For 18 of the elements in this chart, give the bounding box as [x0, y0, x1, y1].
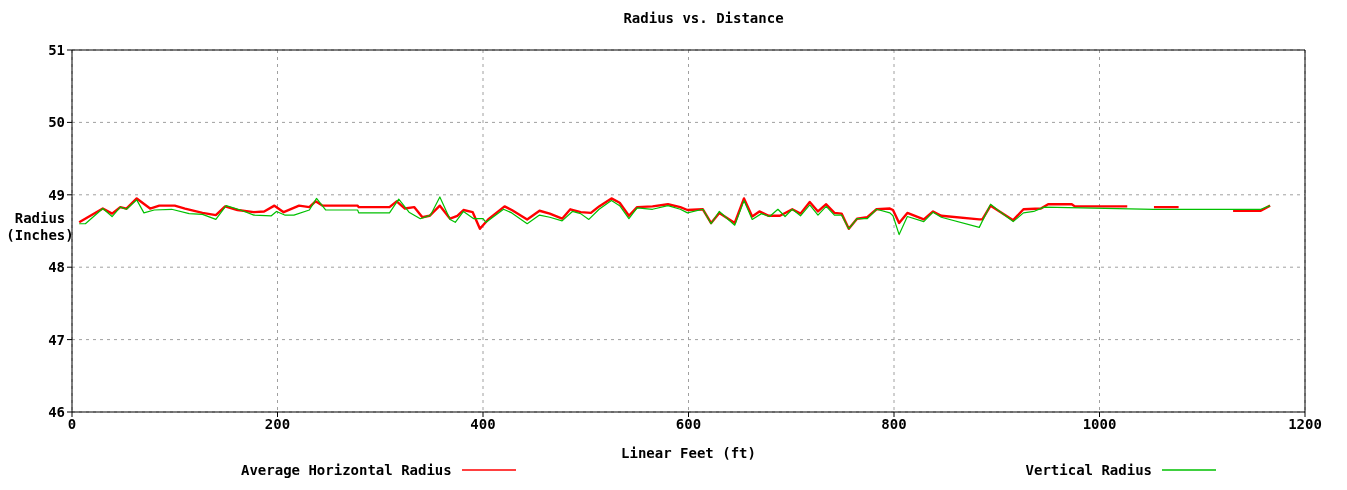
y-tick-label: 48 — [48, 259, 65, 276]
chart-title: Radius vs. Distance — [622, 9, 785, 28]
x-tick-label: 1200 — [1288, 415, 1322, 432]
y-tick-label: 46 — [48, 403, 65, 420]
y-axis-title: Radius (Inches) — [6, 210, 74, 243]
legend-label: Vertical Radius — [1025, 462, 1152, 478]
x-tick-label: 0 — [67, 415, 77, 432]
x-tick-label: 400 — [470, 415, 496, 432]
legend-label: Average Horizontal Radius — [241, 462, 452, 478]
y-tick-label: 47 — [48, 331, 65, 348]
y-tick-label: 51 — [48, 41, 65, 58]
x-tick-label: 800 — [881, 415, 907, 432]
x-axis-title: Linear Feet (ft) — [621, 445, 756, 461]
y-tick-label: 50 — [48, 114, 65, 131]
x-tick-label: 1000 — [1082, 415, 1117, 432]
x-tick-label: 200 — [264, 415, 291, 432]
y-tick-label: 49 — [48, 186, 65, 203]
x-tick-label: 600 — [675, 415, 702, 432]
